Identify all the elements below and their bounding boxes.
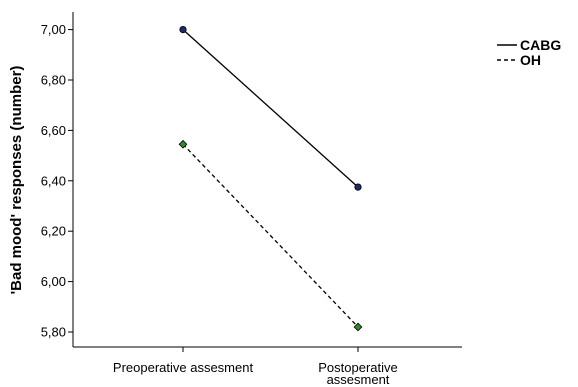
x-tick-label: assesment bbox=[327, 372, 390, 387]
y-tick-label: 6,40 bbox=[41, 173, 66, 188]
y-tick-label: 5,80 bbox=[41, 325, 66, 340]
data-point bbox=[178, 139, 188, 149]
series-line-cabg bbox=[182, 29, 359, 188]
y-tick-label: 6,20 bbox=[41, 224, 66, 239]
legend-label-cabg: CABG bbox=[520, 37, 561, 53]
legend-label-oh: OH bbox=[520, 52, 541, 68]
y-tick-label: 6,60 bbox=[41, 123, 66, 138]
series-oh bbox=[178, 139, 363, 332]
series-cabg bbox=[179, 25, 362, 191]
y-tick-label: 6,80 bbox=[41, 73, 66, 88]
series-line-oh bbox=[182, 143, 359, 328]
y-ticks: 5,80 6,00 6,20 6,40 6,60 6,80 7,00 bbox=[41, 22, 73, 340]
x-ticks: Preoperative assesment Postoperativeasses… bbox=[113, 347, 398, 387]
y-tick-label: 7,00 bbox=[41, 22, 66, 37]
data-point bbox=[179, 25, 187, 34]
data-point bbox=[353, 322, 363, 332]
y-tick-label: 6,00 bbox=[41, 274, 66, 289]
series-layer bbox=[178, 25, 363, 332]
axes bbox=[72, 12, 462, 348]
y-axis-title: 'Bad mood' responses (number) bbox=[8, 66, 25, 295]
data-point bbox=[354, 183, 362, 191]
x-tick-label: Postoperative bbox=[318, 360, 398, 375]
x-tick-label: Preoperative assesment bbox=[113, 360, 254, 375]
